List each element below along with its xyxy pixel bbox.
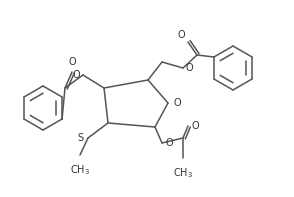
Text: O: O	[68, 57, 76, 67]
Text: O: O	[186, 63, 194, 73]
Text: O: O	[72, 70, 80, 80]
Text: O: O	[173, 98, 181, 108]
Text: CH$_3$: CH$_3$	[173, 166, 193, 180]
Text: CH$_3$: CH$_3$	[70, 163, 90, 177]
Text: O: O	[165, 138, 173, 148]
Text: S: S	[78, 133, 84, 143]
Text: O: O	[177, 30, 185, 40]
Text: O: O	[192, 121, 200, 131]
